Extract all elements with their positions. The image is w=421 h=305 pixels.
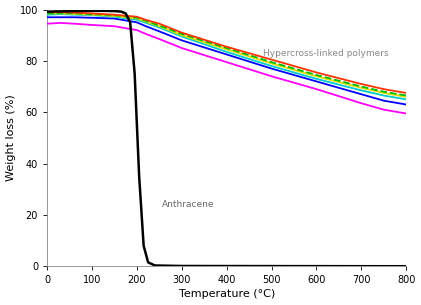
Text: Anthracene: Anthracene	[162, 200, 214, 209]
Y-axis label: Weight loss (%): Weight loss (%)	[5, 95, 16, 181]
X-axis label: Temperature (°C): Temperature (°C)	[179, 289, 275, 300]
Text: Hypercross-linked polymers: Hypercross-linked polymers	[263, 49, 388, 58]
